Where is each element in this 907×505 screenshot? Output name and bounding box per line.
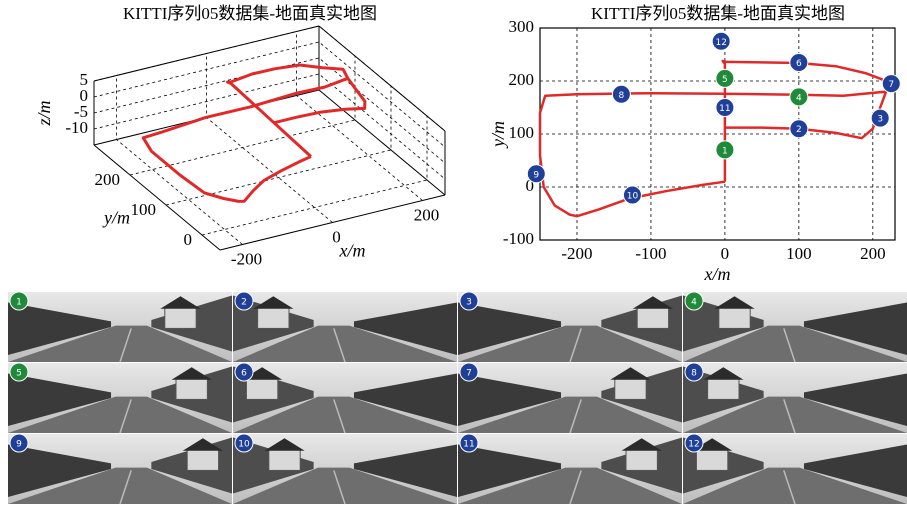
- z-tick-label: 5: [80, 70, 89, 89]
- trajectory-line: [143, 65, 365, 201]
- photo-badge-label: 2: [241, 298, 247, 308]
- grid-line: [207, 54, 333, 223]
- grid-line: [202, 116, 427, 235]
- street-photo: [458, 363, 682, 433]
- y-axis-label: y/m: [488, 121, 508, 149]
- x-tick-label: -200: [561, 244, 592, 263]
- street-photo: [683, 363, 907, 433]
- grid-line: [130, 56, 355, 175]
- marker-label: 6: [796, 59, 802, 69]
- photo-badge-label: 9: [16, 440, 22, 450]
- grid-line: [94, 74, 445, 179]
- street-photo: [8, 292, 232, 362]
- x-tick-label: 0: [721, 244, 730, 263]
- photo-house: [258, 307, 289, 328]
- grid-line: [94, 26, 445, 131]
- photo-house: [615, 378, 646, 399]
- street-photo: [458, 434, 682, 504]
- photo-house: [719, 307, 750, 328]
- photo-badge-label: 7: [466, 369, 472, 379]
- x-tick-label: -200: [231, 249, 262, 268]
- x-axis-label: x/m: [704, 264, 731, 284]
- y-tick-label: 200: [509, 70, 535, 89]
- photo-badge-label: 4: [691, 298, 697, 308]
- y-tick-label: 300: [509, 17, 535, 36]
- grid-line: [94, 42, 445, 147]
- grid-line: [117, 76, 243, 245]
- page: KITTI序列05数据集-地面真实地图 KITTI序列05数据集-地面真实地图 …: [0, 0, 907, 505]
- photo-badge-label: 12: [688, 440, 699, 450]
- photo-house: [637, 307, 668, 328]
- marker-label: 2: [796, 125, 802, 135]
- marker-label: 7: [888, 80, 894, 90]
- street-photo: [683, 292, 907, 362]
- marker-label: 4: [796, 93, 802, 103]
- marker-label: 3: [877, 115, 883, 125]
- marker-label: 11: [719, 104, 730, 114]
- marker-label: 12: [715, 38, 726, 48]
- photo-badge-label: 10: [238, 440, 250, 450]
- photo-badge-label: 1: [16, 298, 22, 308]
- chart-title: KITTI序列05数据集-地面真实地图: [591, 4, 845, 23]
- marker-label: 8: [618, 91, 624, 101]
- x-axis-label: x/m: [339, 241, 366, 261]
- street-photo: [8, 434, 232, 504]
- y-tick-label: 100: [509, 123, 535, 142]
- z-axis-label: z/m: [34, 100, 54, 126]
- figure: KITTI序列05数据集-地面真实地图 KITTI序列05数据集-地面真实地图 …: [0, 0, 907, 505]
- street-photo: [8, 363, 232, 433]
- photo-house: [187, 449, 218, 470]
- photo-badge-label: 11: [463, 440, 474, 450]
- y-tick-label: -100: [503, 229, 534, 248]
- marker-label: 5: [722, 75, 728, 85]
- photo-house: [626, 449, 657, 470]
- photo-house: [165, 307, 196, 328]
- x-tick-label: 200: [414, 205, 440, 224]
- x-tick-label: -100: [635, 244, 666, 263]
- marker-label: 1: [722, 146, 728, 156]
- street-photo: [233, 363, 457, 433]
- street-photo: [233, 292, 457, 362]
- axis-box-edge: [319, 90, 445, 195]
- photo-house: [696, 449, 727, 470]
- axis-box-edge: [94, 145, 220, 250]
- y-tick-label: 100: [131, 200, 157, 219]
- photo-house: [269, 449, 300, 470]
- grid-line: [297, 32, 423, 201]
- photo-badge-label: 5: [16, 369, 22, 379]
- marker-label: 9: [533, 170, 539, 180]
- y-tick-label: 200: [95, 170, 121, 189]
- street-photo: [683, 434, 907, 504]
- grid-line: [94, 58, 445, 163]
- photo-house: [246, 378, 277, 399]
- street-photo: [458, 292, 682, 362]
- x-tick-label: 100: [786, 244, 812, 263]
- photo-house: [176, 378, 207, 399]
- marker-label: 10: [627, 191, 639, 201]
- photo-badge-label: 8: [691, 369, 697, 379]
- x-tick-label: 200: [860, 244, 886, 263]
- y-axis-label: y/m: [102, 208, 130, 228]
- photo-badge-label: 6: [241, 369, 247, 379]
- photo-house: [708, 378, 739, 399]
- y-tick-label: 0: [184, 230, 193, 249]
- photo-badge-label: 3: [466, 298, 472, 308]
- chart-title: KITTI序列05数据集-地面真实地图: [123, 4, 377, 23]
- street-photo: [233, 434, 457, 504]
- grid-line: [166, 86, 391, 205]
